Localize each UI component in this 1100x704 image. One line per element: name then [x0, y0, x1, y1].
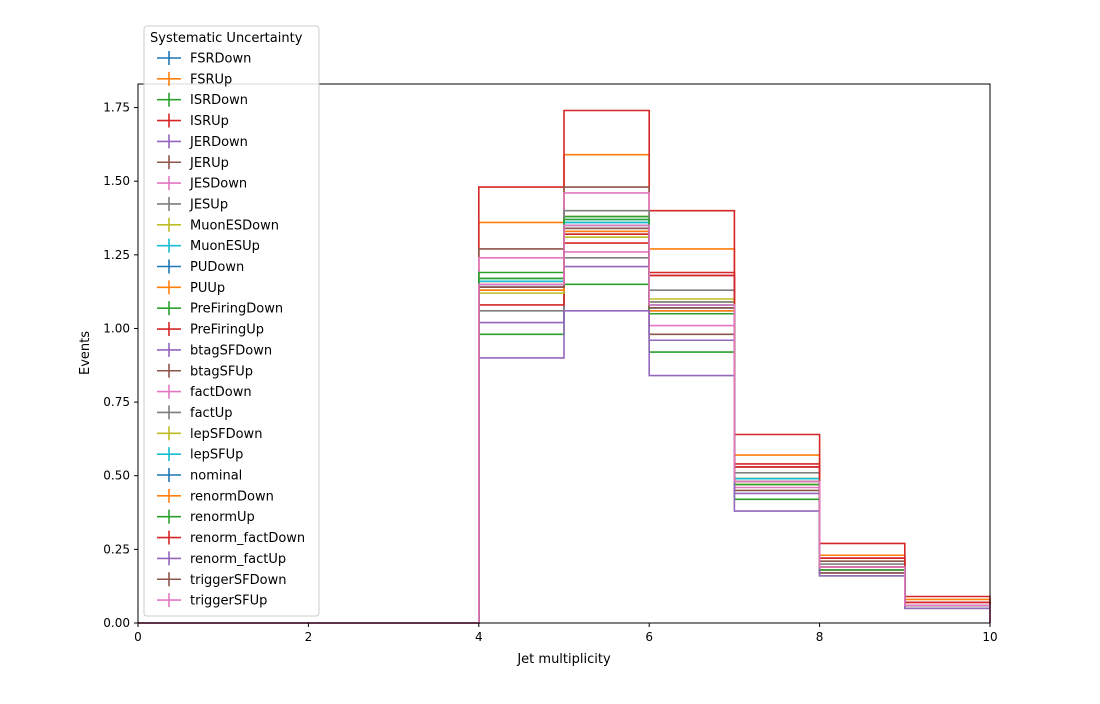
- legend-label: btagSFUp: [190, 364, 253, 379]
- legend-entry-renormup: renormUp: [157, 509, 255, 525]
- legend-entry-triggersfup: triggerSFUp: [157, 593, 267, 609]
- legend-entry-renorm-factdown: renorm_factDown: [157, 530, 305, 546]
- legend-label: renorm_factDown: [190, 531, 305, 546]
- legend-entry-jerdown: JERDown: [157, 134, 248, 150]
- legend-label: MuonESDown: [190, 218, 279, 233]
- legend-label: factDown: [190, 385, 252, 400]
- x-tick-label: 6: [645, 630, 653, 644]
- x-tick-label: 2: [305, 630, 313, 644]
- legend-label: renormDown: [190, 489, 274, 504]
- y-tick-label: 0.00: [103, 616, 130, 630]
- x-tick-label: 10: [982, 630, 997, 644]
- legend-entries: FSRDown FSRUp ISRDown ISRUp JERDown JERUp JESD…: [157, 51, 305, 609]
- legend-label: nominal: [190, 469, 242, 484]
- legend-entry-factdown: factDown: [157, 384, 252, 400]
- legend-entry-btagsfup: btagSFUp: [157, 363, 253, 379]
- x-tick-label: 0: [134, 630, 142, 644]
- legend-entry-puup: PUUp: [157, 280, 225, 296]
- legend-entry-isrup: ISRUp: [157, 113, 229, 129]
- legend-entry-jesdown: JESDown: [157, 176, 247, 192]
- legend-entry-jesup: JESUp: [157, 196, 228, 212]
- x-tick-label: 4: [475, 630, 483, 644]
- legend-entry-prefiringdown: PreFiringDown: [157, 301, 283, 317]
- legend-label: renorm_factUp: [190, 552, 286, 567]
- x-axis-label: Jet multiplicity: [516, 652, 611, 667]
- legend-entry-nominal: nominal: [157, 468, 242, 484]
- legend-entry-renorm-factup: renorm_factUp: [157, 551, 286, 567]
- y-tick-label: 1.25: [103, 248, 130, 262]
- y-tick-label: 0.50: [103, 469, 130, 483]
- legend-label: PUUp: [190, 281, 225, 296]
- legend: Systematic Uncertainty FSRDown FSRUp ISRDo…: [143, 25, 320, 617]
- legend-label: ISRUp: [190, 114, 229, 129]
- legend-label: btagSFDown: [190, 343, 272, 358]
- legend-label: PreFiringDown: [190, 302, 283, 317]
- legend-label: factUp: [190, 406, 233, 421]
- y-tick-label: 1.00: [103, 321, 130, 335]
- y-axis-ticks: 0.00 0.25 0.50 0.75 1.00 1.25 1.50 1.75: [103, 101, 138, 630]
- legend-label: renormUp: [190, 510, 255, 525]
- legend-entry-factup: factUp: [157, 405, 233, 421]
- legend-entry-lepsfup: lepSFUp: [157, 447, 243, 463]
- plot-frame: [137, 83, 991, 624]
- legend-entry-lepsfdown: lepSFDown: [157, 426, 262, 442]
- legend-entry-fsrdown: FSRDown: [157, 51, 251, 67]
- legend-label: lepSFUp: [190, 448, 243, 463]
- legend-label: lepSFDown: [190, 427, 262, 442]
- legend-label: triggerSFDown: [190, 573, 286, 588]
- legend-entry-muonesdown: MuonESDown: [157, 217, 279, 233]
- legend-label: JERUp: [189, 156, 229, 171]
- legend-title: Systematic Uncertainty: [150, 31, 303, 46]
- y-tick-label: 1.50: [103, 174, 130, 188]
- legend-entry-prefiringup: PreFiringUp: [157, 322, 264, 338]
- legend-entry-btagsfdown: btagSFDown: [157, 342, 272, 358]
- legend-entry-jerup: JERUp: [157, 155, 229, 171]
- legend-box: [143, 25, 320, 617]
- legend-label: FSRUp: [190, 72, 232, 87]
- legend-label: triggerSFUp: [190, 594, 267, 609]
- x-tick-label: 8: [816, 630, 824, 644]
- legend-label: JERDown: [189, 135, 248, 150]
- legend-entry-fsrup: FSRUp: [157, 71, 232, 87]
- legend-label: JESUp: [189, 197, 228, 212]
- legend-label: MuonESUp: [190, 239, 260, 254]
- y-tick-label: 1.75: [103, 101, 130, 115]
- legend-label: FSRDown: [190, 52, 251, 67]
- x-axis-ticks: 0 2 4 6 8 10: [134, 623, 998, 644]
- legend-label: ISRDown: [190, 93, 248, 108]
- legend-label: PreFiringUp: [190, 323, 264, 338]
- legend-entry-isrdown: ISRDown: [157, 92, 248, 108]
- legend-entry-renormdown: renormDown: [157, 488, 274, 504]
- legend-entry-triggersfdown: triggerSFDown: [157, 572, 286, 588]
- legend-entry-muonesup: MuonESUp: [157, 238, 260, 254]
- legend-label: JESDown: [189, 177, 247, 192]
- legend-label: PUDown: [190, 260, 244, 275]
- y-tick-label: 0.75: [103, 395, 130, 409]
- y-tick-label: 0.25: [103, 542, 130, 556]
- y-axis-label: Events: [78, 331, 93, 375]
- legend-entry-pudown: PUDown: [157, 259, 244, 275]
